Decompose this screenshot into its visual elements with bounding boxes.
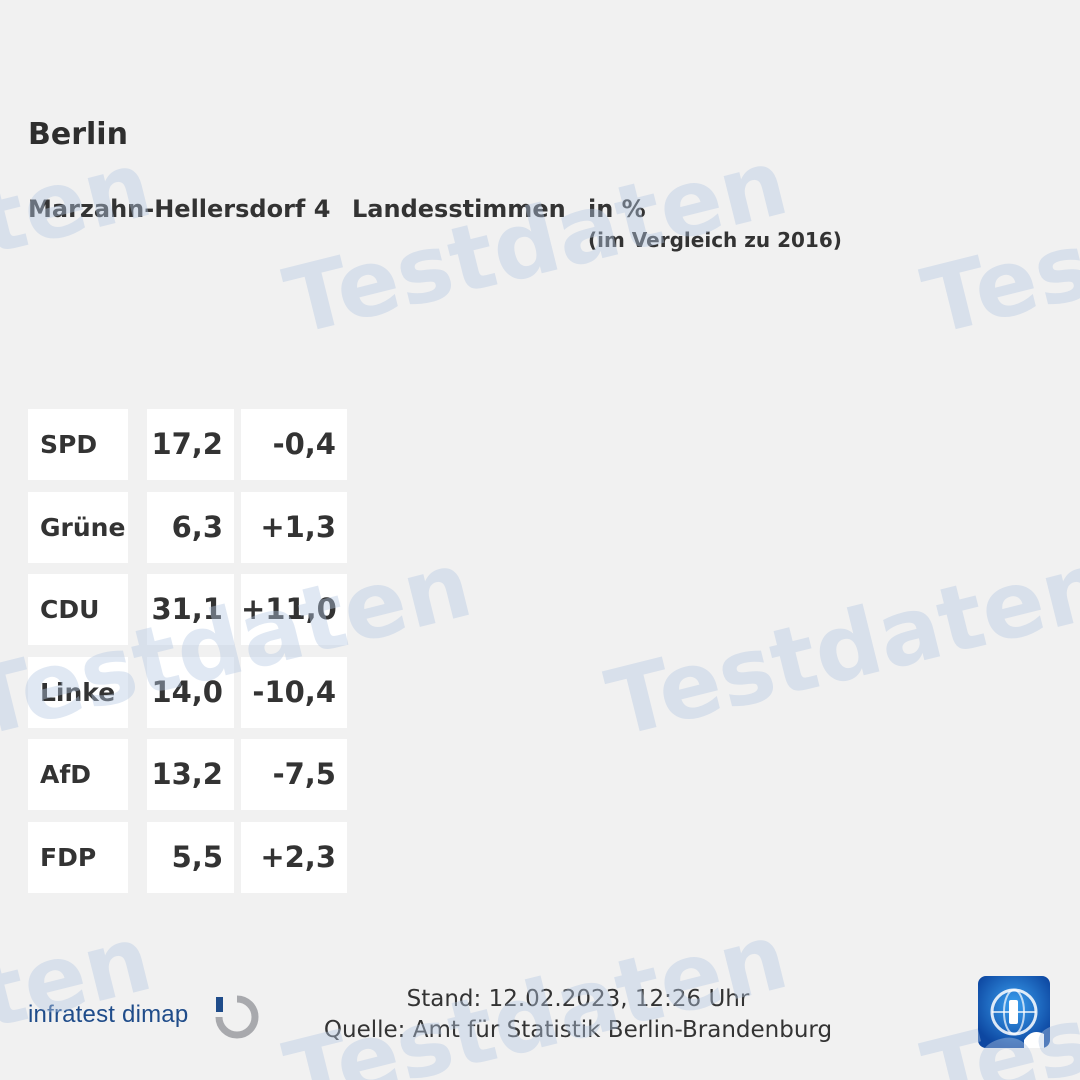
vote-change: -0,4 xyxy=(241,409,347,480)
vote-change: -7,5 xyxy=(241,739,347,810)
result-row-linke: Linke 14,0 -10,4 xyxy=(28,656,348,728)
result-row-spd: SPD 17,2 -0,4 xyxy=(28,409,348,480)
comparison-label: (im Vergleich zu 2016) xyxy=(588,228,842,252)
brand-name: infratest dimap xyxy=(28,1001,189,1028)
result-row-gruene: Grüne 6,3 +1,3 xyxy=(28,491,348,563)
unit-label: in % xyxy=(588,195,646,223)
vote-share: 14,0 xyxy=(147,656,234,728)
vote-share: 5,5 xyxy=(147,821,234,893)
watermark-text: Testdaten xyxy=(0,130,162,358)
party-name: Grüne xyxy=(28,491,128,563)
district-label: Marzahn-Hellersdorf 4 xyxy=(28,195,331,223)
party-name: SPD xyxy=(28,409,128,480)
vote-share: 31,1 xyxy=(147,574,234,645)
vote-share: 17,2 xyxy=(147,409,234,480)
party-name: CDU xyxy=(28,574,128,645)
party-name: AfD xyxy=(28,739,128,810)
results-table: SPD 17,2 -0,4 Grüne 6,3 +1,3 CDU 31,1 +1… xyxy=(28,409,348,904)
infratest-mark-icon xyxy=(215,995,259,1039)
vote-type-label: Landesstimmen xyxy=(352,195,566,223)
vote-share: 13,2 xyxy=(147,739,234,810)
vote-change: -10,4 xyxy=(241,656,347,728)
region-title: Berlin xyxy=(28,117,128,152)
footer-info: Stand: 12.02.2023, 12:26 Uhr Quelle: Amt… xyxy=(300,984,856,1046)
status-timestamp: Stand: 12.02.2023, 12:26 Uhr xyxy=(406,986,750,1012)
vote-change: +1,3 xyxy=(241,491,347,563)
result-row-cdu: CDU 31,1 +11,0 xyxy=(28,574,348,645)
footer: infratest dimap Stand: 12.02.2023, 12:26… xyxy=(0,976,1080,1054)
result-row-fdp: FDP 5,5 +2,3 xyxy=(28,821,348,893)
vote-change: +2,3 xyxy=(241,821,347,893)
watermark-text: Testdaten xyxy=(913,128,1080,356)
party-name: Linke xyxy=(28,656,128,728)
watermark-text: Testdaten xyxy=(597,530,1080,758)
tagesschau-logo-icon xyxy=(978,976,1050,1048)
vote-change: +11,0 xyxy=(241,574,347,645)
vote-share: 6,3 xyxy=(147,491,234,563)
party-name: FDP xyxy=(28,821,128,893)
data-source: Quelle: Amt für Statistik Berlin-Branden… xyxy=(323,1017,833,1043)
result-row-afd: AfD 13,2 -7,5 xyxy=(28,739,348,810)
